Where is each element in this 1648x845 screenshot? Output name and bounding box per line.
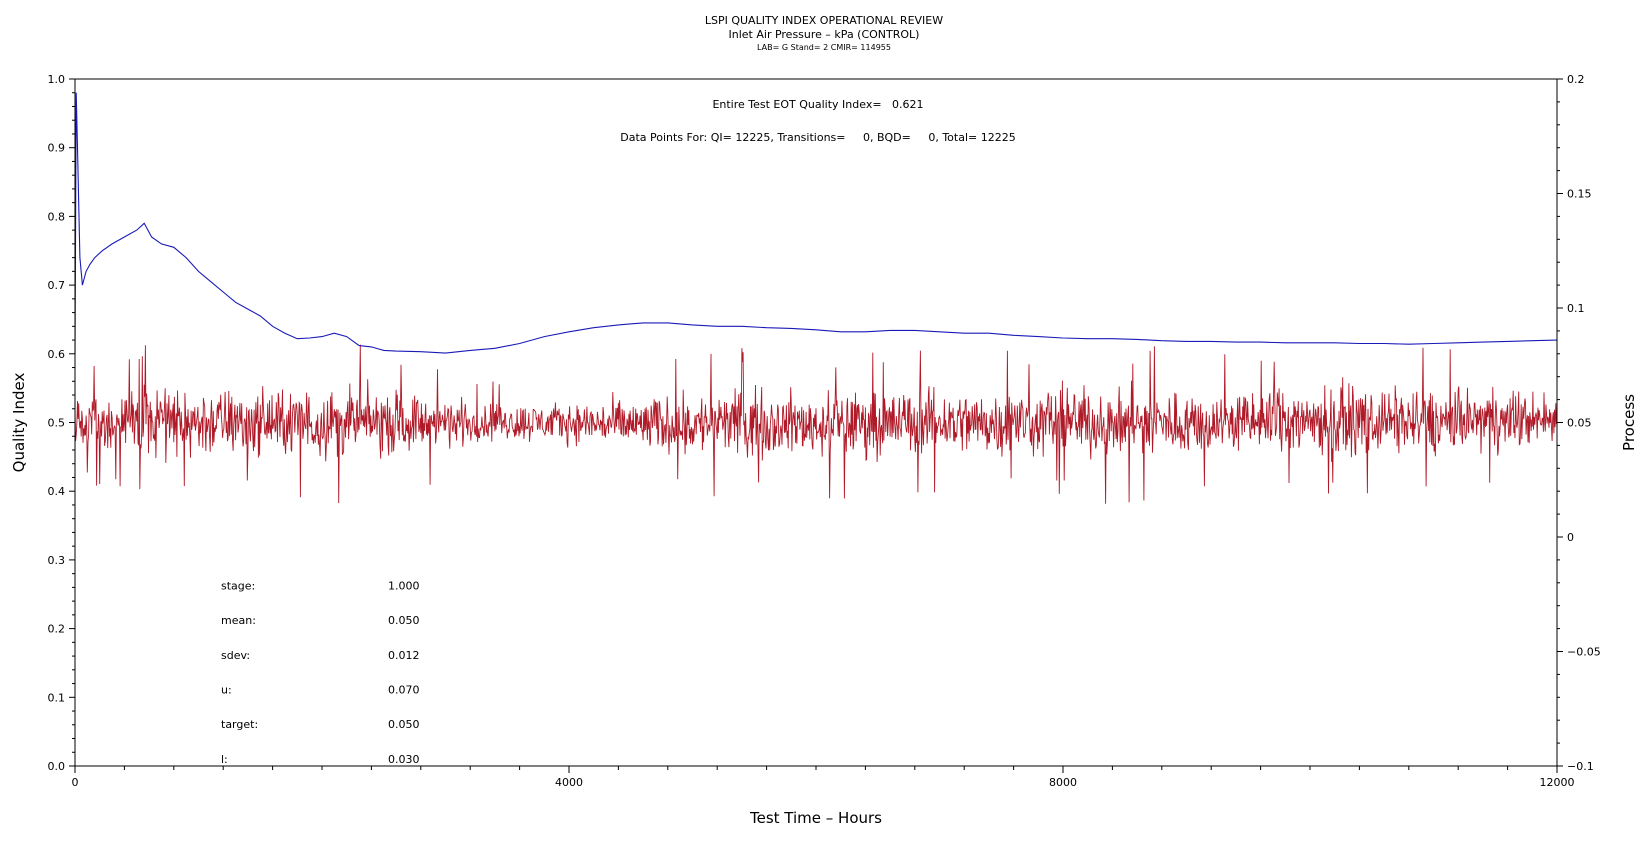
stat-label: stage: — [221, 579, 255, 592]
process-line — [74, 344, 1558, 504]
x-axis-label: Test Time – Hours — [749, 809, 882, 827]
x-tick-label: 12000 — [1540, 776, 1575, 789]
chart-subtitle: Inlet Air Pressure – kPa (CONTROL) — [728, 28, 920, 41]
y-right-tick-label: 0.05 — [1567, 417, 1592, 430]
stat-value: 0.050 — [388, 718, 420, 731]
y-right-tick-label: 0.2 — [1567, 73, 1585, 86]
y-left-tick-label: 0.5 — [48, 417, 66, 430]
y-axis-right-label: Process — [1620, 394, 1638, 451]
y-right-tick-label: 0 — [1567, 531, 1574, 544]
stat-label: sdev: — [221, 649, 250, 662]
y-left-tick-label: 0.7 — [48, 279, 66, 292]
y-axis-right: −0.1 −0.05 0 0.05 0.1 0.15 0.2 — [1557, 73, 1601, 773]
x-tick-label: 8000 — [1049, 776, 1077, 789]
stat-value: 0.030 — [388, 753, 420, 766]
y-left-tick-label: 0.2 — [48, 623, 66, 636]
y-right-tick-label: −0.1 — [1567, 760, 1594, 773]
stat-label: target: — [221, 718, 258, 731]
y-axis-left-label: Quality Index — [10, 373, 28, 473]
stat-label: l: — [221, 753, 228, 766]
process-series — [74, 344, 1558, 504]
stat-value: 0.050 — [388, 614, 420, 627]
y-left-tick-label: 0.0 — [48, 760, 66, 773]
x-tick-label: 0 — [72, 776, 79, 789]
y-right-tick-label: 0.1 — [1567, 302, 1585, 315]
chart-title: LSPI QUALITY INDEX OPERATIONAL REVIEW — [704, 14, 944, 27]
stat-label: u: — [221, 684, 232, 697]
y-left-tick-label: 0.1 — [48, 691, 66, 704]
eot-quality-index-annotation: Entire Test EOT Quality Index= 0.621 — [712, 98, 923, 111]
stat-value: 0.012 — [388, 649, 420, 662]
y-left-tick-label: 0.4 — [48, 485, 66, 498]
quality-index-line — [74, 92, 1558, 354]
y-left-tick-label: 0.8 — [48, 210, 66, 223]
x-tick-label: 4000 — [555, 776, 583, 789]
y-left-tick-label: 1.0 — [48, 73, 66, 86]
stat-value: 0.070 — [388, 684, 420, 697]
y-left-tick-label: 0.6 — [48, 348, 66, 361]
data-points-annotation: Data Points For: QI= 12225, Transitions=… — [620, 131, 1015, 144]
y-left-tick-label: 0.3 — [48, 554, 66, 567]
y-right-tick-label: 0.15 — [1567, 188, 1592, 201]
y-left-tick-label: 0.9 — [48, 142, 66, 155]
stats-block: stage: 1.000 mean: 0.050 sdev: 0.012 u: 0.070 ta… — [221, 579, 420, 765]
x-axis: 0 4000 8000 12000 — [72, 766, 1575, 789]
stat-label: mean: — [221, 614, 256, 627]
y-axis-left: 0.0 0.1 0.2 0.3 0.4 0.5 0.6 0.7 0.8 0.9 1.0 — [48, 73, 75, 773]
y-right-tick-label: −0.05 — [1567, 646, 1601, 659]
chart-subtitle-lab: LAB= G Stand= 2 CMIR= 114955 — [757, 43, 891, 52]
stat-value: 1.000 — [388, 579, 420, 592]
